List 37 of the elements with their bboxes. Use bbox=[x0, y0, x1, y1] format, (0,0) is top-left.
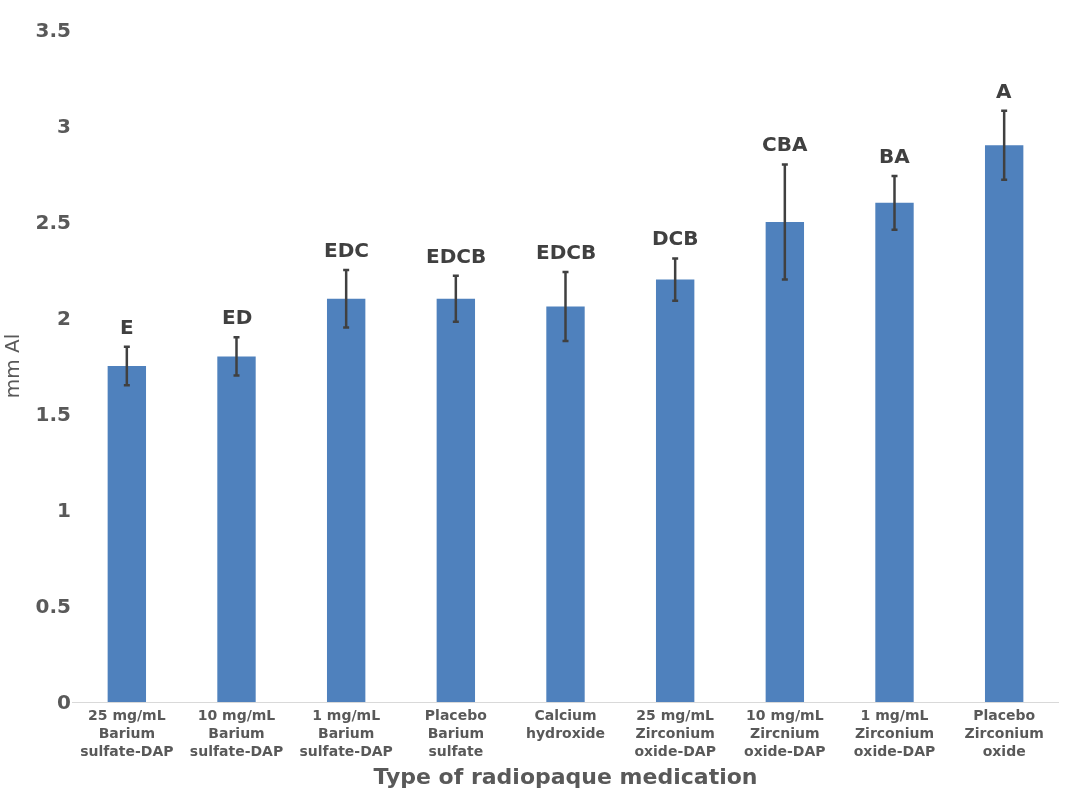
annotation: EDCB bbox=[426, 244, 487, 268]
x-tick-label: Placebo Zirconium oxide bbox=[964, 706, 1044, 760]
x-tick-label: 1 mg/mL Zirconium oxide-DAP bbox=[853, 706, 936, 760]
bar bbox=[326, 298, 366, 702]
bar bbox=[655, 279, 695, 702]
annotation: E bbox=[120, 315, 134, 339]
x-tick-label: 25 mg/mL Barium sulfate-DAP bbox=[80, 706, 174, 760]
y-tick-label: 0 bbox=[57, 690, 71, 714]
x-tick-label: Placebo Barium sulfate bbox=[424, 706, 488, 760]
x-tick-label: 10 mg/mL Barium sulfate-DAP bbox=[189, 706, 284, 760]
y-tick-label: 1 bbox=[57, 498, 71, 522]
bar bbox=[217, 356, 256, 702]
annotation: CBA bbox=[762, 132, 808, 156]
bar bbox=[546, 306, 585, 702]
bar bbox=[875, 202, 914, 702]
y-tick-label: 1.5 bbox=[35, 402, 71, 426]
bar bbox=[765, 222, 805, 702]
x-axis-title: Type of radiopaque medication bbox=[373, 764, 758, 790]
x-tick-label: 10 mg/mL Zircnium oxide-DAP bbox=[744, 706, 826, 760]
y-axis-title: mm Al bbox=[0, 333, 24, 399]
y-tick-label: 2 bbox=[57, 306, 71, 330]
bar bbox=[107, 366, 147, 702]
bar bbox=[436, 298, 476, 702]
annotation: DCB bbox=[652, 226, 699, 250]
annotation: A bbox=[996, 79, 1012, 103]
y-tick-label: 2.5 bbox=[35, 210, 71, 234]
x-tick-label: 25 mg/mL Zirconium oxide-DAP bbox=[634, 706, 716, 760]
annotation: EDCB bbox=[536, 240, 597, 264]
annotation: ED bbox=[222, 305, 253, 329]
bar bbox=[984, 145, 1024, 702]
x-tick-label: 1 mg/mL Barium sulfate-DAP bbox=[299, 706, 393, 760]
y-tick-label: 3.5 bbox=[35, 18, 71, 42]
annotation: EDC bbox=[324, 238, 369, 262]
annotation: BA bbox=[879, 144, 911, 168]
y-tick-label: 0.5 bbox=[35, 594, 71, 618]
x-tick-label: Calcium hydroxide bbox=[526, 706, 605, 741]
y-tick-label: 3 bbox=[57, 114, 71, 138]
